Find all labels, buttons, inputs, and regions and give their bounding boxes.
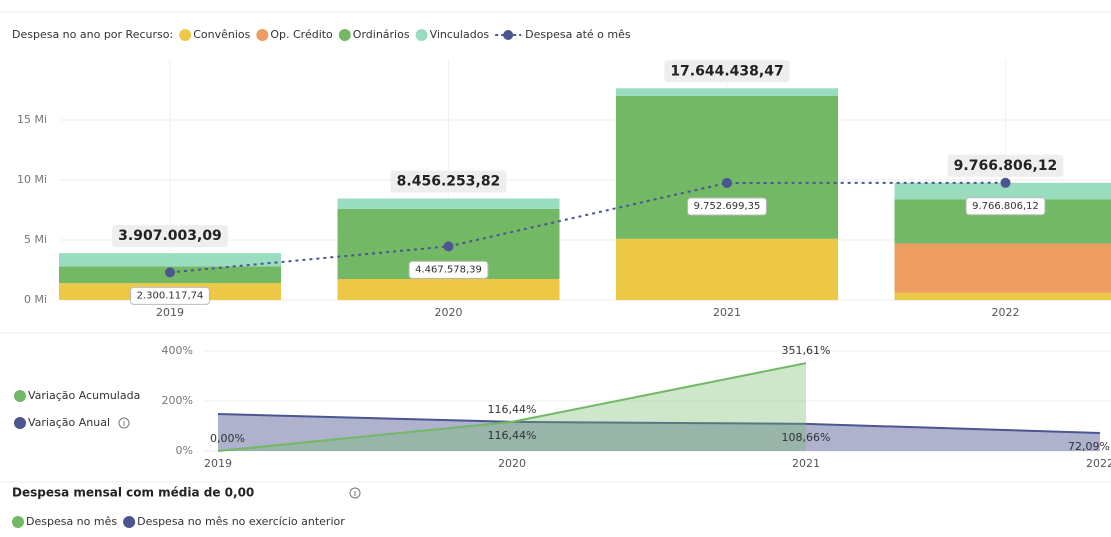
legend-marker bbox=[123, 516, 136, 528]
line-value-label-box bbox=[408, 260, 489, 279]
legend-label: Convênios bbox=[193, 28, 250, 41]
x-tick-label: 2022 bbox=[992, 306, 1020, 319]
bar-segment bbox=[616, 88, 838, 96]
data-label: 108,66% bbox=[782, 431, 831, 444]
legend-marker bbox=[179, 29, 192, 41]
total-label-box bbox=[390, 170, 507, 193]
y-tick-label: 0 Mi bbox=[24, 293, 47, 306]
bar-segment bbox=[894, 243, 1111, 293]
legend-label: Op. Crédito bbox=[270, 28, 333, 41]
data-label: 72,09% bbox=[1068, 440, 1110, 453]
total-label: 9.766.806,12 bbox=[954, 158, 1058, 174]
legend-label: Despesa até o mês bbox=[525, 28, 631, 41]
line-point bbox=[1000, 177, 1011, 188]
line-value-label-box bbox=[130, 286, 210, 305]
y-tick-label: 200% bbox=[162, 394, 193, 407]
bar-segment bbox=[59, 253, 281, 267]
legend-marker bbox=[338, 29, 351, 41]
legend-title: Despesa no ano por Recurso: bbox=[12, 28, 173, 41]
total-label: 8.456.253,82 bbox=[397, 174, 501, 190]
bar-segment bbox=[894, 182, 1111, 200]
x-tick-label: 2020 bbox=[498, 457, 526, 470]
line-point bbox=[443, 241, 454, 252]
line-point bbox=[722, 177, 732, 188]
legend-label: Vinculados bbox=[430, 28, 490, 41]
y-tick-label: 5 Mi bbox=[24, 233, 47, 246]
x-tick-label: 2020 bbox=[435, 306, 463, 319]
area-fill bbox=[218, 414, 1100, 451]
area-line bbox=[217, 362, 807, 452]
y-tick-label: 400% bbox=[162, 344, 193, 357]
y-tick-label: 10 Mi bbox=[17, 173, 47, 186]
bar-segment bbox=[616, 96, 838, 239]
line-value-label: 2.300.117,74 bbox=[137, 290, 204, 301]
y-tick-label: 0% bbox=[176, 444, 193, 457]
x-tick-label: 2021 bbox=[713, 306, 741, 319]
line-value-label: 4.467.578,39 bbox=[415, 264, 482, 275]
x-tick-label: 2021 bbox=[792, 457, 820, 470]
legend-label: Ordinários bbox=[353, 28, 410, 41]
total-label-box bbox=[664, 60, 790, 83]
info-icon[interactable] bbox=[118, 417, 130, 429]
line-value-label: 9.766.806,12 bbox=[972, 201, 1039, 212]
legend-marker bbox=[415, 29, 428, 41]
line-value-label: 9.752.699,35 bbox=[694, 201, 761, 212]
legend-label: Variação Anual bbox=[28, 416, 110, 429]
legend-marker bbox=[14, 390, 26, 402]
bar-segment bbox=[337, 198, 560, 209]
line-value-label-box bbox=[687, 197, 767, 216]
legend-label: Variação Acumulada bbox=[28, 389, 140, 402]
legend-marker bbox=[503, 30, 514, 40]
total-label-box bbox=[947, 154, 1064, 177]
legend-marker bbox=[14, 417, 26, 429]
x-tick-label: 2022 bbox=[1086, 457, 1111, 470]
bar-segment bbox=[616, 238, 838, 300]
legend-label: Despesa no mês bbox=[26, 515, 117, 528]
data-label: 351,61% bbox=[782, 344, 831, 357]
y-tick-label: 15 Mi bbox=[17, 113, 47, 126]
data-label: 116,44% bbox=[488, 403, 537, 416]
data-label: 116,44% bbox=[488, 429, 537, 442]
data-label: 0,00% bbox=[210, 432, 245, 445]
bar-segment bbox=[337, 279, 560, 300]
area-line bbox=[217, 413, 1101, 434]
total-label: 17.644.438,47 bbox=[670, 63, 783, 79]
line-value-label-box bbox=[965, 197, 1046, 216]
info-icon[interactable] bbox=[349, 487, 361, 499]
legend-label: Despesa no mês no exercício anterior bbox=[137, 515, 345, 528]
legend-marker bbox=[12, 516, 24, 528]
x-tick-label: 2019 bbox=[156, 306, 184, 319]
total-label-box bbox=[112, 225, 228, 248]
bar-segment bbox=[894, 292, 1111, 300]
info-icon-circle bbox=[118, 417, 130, 429]
legend-marker bbox=[256, 29, 269, 41]
line-series bbox=[169, 181, 1006, 274]
chart-title: Despesa mensal com média de 0,00 bbox=[12, 486, 254, 500]
area-fill bbox=[218, 363, 806, 451]
x-tick-label: 2019 bbox=[204, 457, 232, 470]
total-label: 3.907.003,09 bbox=[118, 228, 222, 244]
line-point bbox=[165, 267, 175, 278]
